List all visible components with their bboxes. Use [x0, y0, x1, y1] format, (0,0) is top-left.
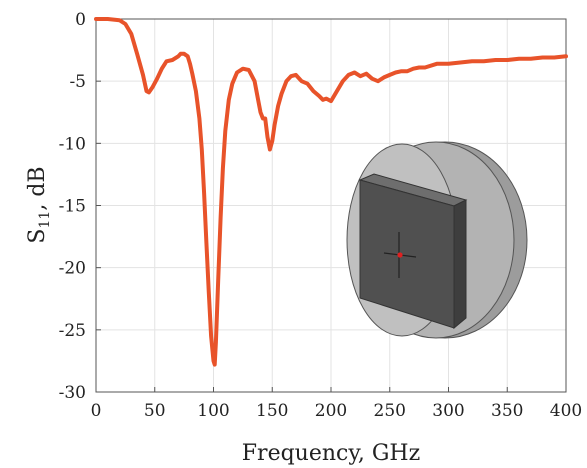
x-tick-label: 350: [491, 401, 523, 421]
tick-marks: [95, 18, 567, 393]
x-tick-labels: 0 50 100 150 200 250 300 350 400: [91, 401, 583, 421]
y-tick-label: -10: [59, 134, 86, 154]
x-tick-label: 400: [550, 401, 582, 421]
y-tick-label: 0: [75, 10, 86, 30]
y-tick-label: -30: [59, 383, 86, 403]
y-tick-labels: 0 -5 -10 -15 -20 -25 -30: [59, 10, 86, 403]
x-tick-label: 300: [432, 401, 464, 421]
x-tick-label: 200: [315, 401, 347, 421]
x-axis-label: Frequency, GHz: [242, 441, 420, 466]
x-tick-label: 50: [144, 401, 166, 421]
y-axis-label: S11, dB: [25, 166, 53, 243]
y-tick-label: -25: [59, 321, 86, 341]
x-tick-label: 150: [256, 401, 288, 421]
feed-point-icon: [397, 252, 403, 258]
x-tick-label: 100: [197, 401, 229, 421]
y-tick-label: -15: [59, 197, 86, 217]
y-tick-label: -5: [69, 72, 86, 92]
y-tick-label: -20: [59, 259, 86, 279]
s11-series-line: [94, 17, 568, 367]
x-tick-label: 250: [374, 401, 406, 421]
x-tick-label: 0: [91, 401, 102, 421]
antenna-inset-icon: [346, 141, 528, 339]
